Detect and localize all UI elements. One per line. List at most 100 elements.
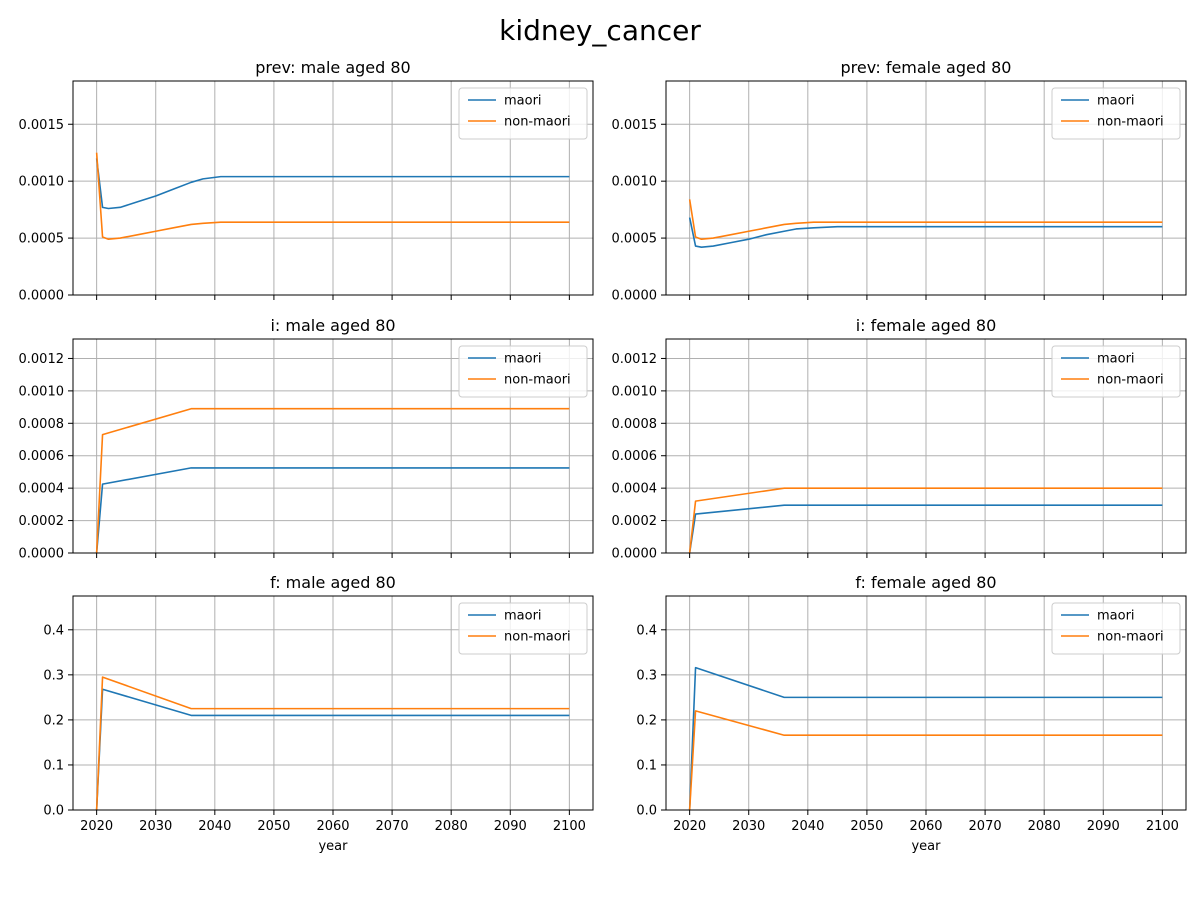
legend: maori non-maori [1051, 87, 1181, 140]
y-tick-label: 0.0000 [612, 289, 658, 304]
x-tick-label: 2030 [139, 819, 172, 834]
subplot-5: f: male aged 80 2020 2030 2040 2050 2060 2070 2… [43, 573, 594, 854]
figure-title: kidney_cancer [499, 14, 701, 47]
legend-label: maori [504, 352, 542, 367]
x-tick-label: 2080 [1028, 819, 1061, 834]
y-tick-label: 0.0008 [19, 417, 65, 432]
y-tick-label: 0.0010 [19, 175, 65, 190]
y-tick-label: 0.0004 [19, 482, 65, 497]
legend-label: non-maori [504, 630, 571, 645]
x-tick-label: 2090 [494, 819, 527, 834]
series-line-non-maori [95, 152, 570, 241]
subplot-6: f: female aged 80 2020 2030 2040 2050 2060 207… [636, 573, 1187, 854]
y-tick-label: 0.3 [636, 668, 657, 683]
y-tick-label: 0.0015 [612, 118, 658, 133]
y-tick-label: 0.0010 [612, 175, 658, 190]
y-tick-label: 0.0010 [612, 384, 658, 399]
y-tick-label: 0.0012 [612, 352, 658, 367]
subplot-title: f: female aged 80 [855, 573, 996, 592]
y-tick-label: 0.0006 [19, 449, 65, 464]
legend-label: non-maori [1097, 373, 1164, 388]
legend: maori non-maori [1051, 345, 1181, 398]
subplot-1: prev: male aged 80 0.0000 0.0005 0.0010 0.00… [19, 58, 594, 304]
x-tick-label: 2100 [553, 819, 586, 834]
y-tick-label: 0.4 [636, 623, 657, 638]
legend: maori non-maori [1051, 602, 1181, 655]
y-tick-label: 0.0004 [612, 482, 658, 497]
y-tick-label: 0.1 [636, 758, 657, 773]
x-tick-label: 2050 [850, 819, 883, 834]
x-tick-label: 2050 [257, 819, 290, 834]
y-tick-label: 0.1 [43, 758, 64, 773]
subplot-2: prev: female aged 80 0.0000 0.0005 0.0010 0.… [612, 58, 1187, 304]
axes-frame [665, 338, 1187, 554]
subplot-title: f: male aged 80 [270, 573, 396, 592]
x-tick-label: 2020 [673, 819, 706, 834]
x-tick-label: 2040 [198, 819, 231, 834]
x-tick-label: 2070 [969, 819, 1002, 834]
y-tick-label: 0.0002 [19, 514, 65, 529]
legend-label: maori [1097, 609, 1135, 624]
y-tick-label: 0.3 [43, 668, 64, 683]
x-tick-label: 2100 [1146, 819, 1179, 834]
x-tick-label: 2060 [316, 819, 349, 834]
series-line-maori [688, 217, 1163, 248]
subplot-4: i: female aged 80 0.0000 0.0002 0.0004 0.000… [612, 316, 1187, 562]
axes-frame [72, 80, 594, 296]
y-tick-label: 0.0005 [612, 232, 658, 247]
x-tick-label: 2020 [80, 819, 113, 834]
y-tick-label: 0.0010 [19, 384, 65, 399]
legend-label: non-maori [504, 115, 571, 130]
series-line-non-maori [688, 199, 1163, 241]
series-line-maori [95, 158, 570, 210]
subplot-title: prev: male aged 80 [255, 58, 410, 77]
y-tick-label: 0.0000 [19, 547, 65, 562]
legend-label: maori [504, 94, 542, 109]
x-tick-label: 2090 [1087, 819, 1120, 834]
x-tick-label: 2070 [376, 819, 409, 834]
series-line-non-maori [688, 487, 1163, 553]
y-tick-label: 0.0005 [19, 232, 65, 247]
y-tick-label: 0.2 [43, 713, 64, 728]
y-tick-label: 0.0 [43, 804, 64, 819]
subplot-grid: prev: male aged 800.00000.00050.00100.00… [19, 58, 1187, 854]
x-axis-label: year [911, 839, 941, 854]
series-line-non-maori [688, 710, 1163, 810]
subplot-title: i: male aged 80 [270, 316, 395, 335]
series-line-maori [688, 666, 1163, 810]
series-line-non-maori [95, 676, 570, 810]
y-tick-label: 0.0002 [612, 514, 658, 529]
legend: maori non-maori [458, 87, 588, 140]
subplot-title: prev: female aged 80 [841, 58, 1012, 77]
x-axis-label: year [318, 839, 348, 854]
axes-frame [72, 595, 594, 811]
legend-label: maori [1097, 94, 1135, 109]
y-tick-label: 0.0008 [612, 417, 658, 432]
axes-frame [665, 595, 1187, 811]
legend-label: non-maori [1097, 115, 1164, 130]
series-line-non-maori [95, 407, 570, 553]
legend: maori non-maori [458, 602, 588, 655]
y-tick-label: 0.0012 [19, 352, 65, 367]
legend-label: non-maori [504, 373, 571, 388]
y-tick-label: 0.0000 [612, 547, 658, 562]
axes-frame [72, 338, 594, 554]
legend: maori non-maori [458, 345, 588, 398]
y-tick-label: 0.0015 [19, 118, 65, 133]
x-tick-label: 2030 [732, 819, 765, 834]
y-tick-label: 0.2 [636, 713, 657, 728]
subplot-title: i: female aged 80 [856, 316, 997, 335]
legend-label: non-maori [1097, 630, 1164, 645]
legend-label: maori [1097, 352, 1135, 367]
x-tick-label: 2040 [791, 819, 824, 834]
y-tick-label: 0.4 [43, 623, 64, 638]
x-tick-label: 2080 [435, 819, 468, 834]
y-tick-label: 0.0 [636, 804, 657, 819]
axes-frame [665, 80, 1187, 296]
subplot-3: i: male aged 80 0.0000 0.0002 0.0004 0.0006 0… [19, 316, 594, 562]
x-tick-label: 2060 [909, 819, 942, 834]
y-tick-label: 0.0000 [19, 289, 65, 304]
y-tick-label: 0.0006 [612, 449, 658, 464]
legend-label: maori [504, 609, 542, 624]
